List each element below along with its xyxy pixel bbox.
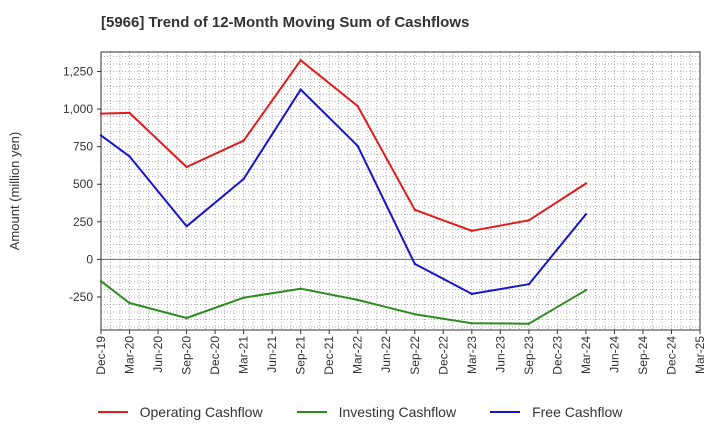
data-point-investing-cashflow bbox=[299, 287, 302, 290]
data-point-operating-cashflow bbox=[99, 112, 103, 115]
x-tick-labels: Dec-19 Mar-20 Jun-20 Sep-20 Dec-20 Mar-21 Jun-… bbox=[94, 330, 707, 375]
data-point-free-cashflow bbox=[128, 155, 131, 158]
x-tick-label: Jun-23 bbox=[493, 336, 507, 373]
x-tick-label: Dec-23 bbox=[550, 336, 564, 375]
series-layer bbox=[99, 59, 588, 325]
data-point-operating-cashflow bbox=[356, 104, 359, 108]
x-tick-label: Dec-19 bbox=[94, 336, 108, 375]
legend-label-free-cashflow: Free Cashflow bbox=[532, 404, 623, 420]
data-point-investing-cashflow bbox=[584, 288, 588, 292]
data-point-operating-cashflow bbox=[413, 208, 416, 211]
x-tick-label: Mar-23 bbox=[465, 336, 479, 374]
legend-label-investing-cashflow: Investing Cashflow bbox=[338, 404, 457, 420]
data-point-investing-cashflow bbox=[470, 322, 474, 325]
y-tick-labels: -250 0 250 500 750 1,000 1,250 bbox=[63, 65, 101, 304]
y-axis-title: Amount (million yen) bbox=[7, 132, 22, 251]
plot-border bbox=[100, 51, 701, 331]
legend-swatch-operating-cashflow bbox=[97, 411, 128, 413]
legend-swatch-investing-cashflow bbox=[296, 411, 327, 413]
x-tick-label: Mar-25 bbox=[693, 336, 707, 374]
data-point-free-cashflow bbox=[99, 134, 103, 137]
legend-item-operating-cashflow: Operating Cashflow bbox=[97, 404, 263, 420]
data-point-investing-cashflow bbox=[527, 322, 531, 325]
data-point-free-cashflow bbox=[356, 144, 359, 148]
y-tick-label: 500 bbox=[73, 177, 93, 191]
legend-label-operating-cashflow: Operating Cashflow bbox=[139, 404, 263, 420]
data-point-free-cashflow bbox=[470, 292, 474, 296]
x-tick-label: Mar-20 bbox=[123, 336, 137, 374]
data-point-operating-cashflow bbox=[527, 219, 531, 222]
legend-item-free-cashflow: Free Cashflow bbox=[490, 404, 622, 420]
data-point-free-cashflow bbox=[413, 262, 416, 266]
data-point-free-cashflow bbox=[242, 177, 245, 181]
x-tick-label: Sep-21 bbox=[294, 336, 308, 375]
data-point-operating-cashflow bbox=[242, 139, 245, 142]
x-tick-label: Jun-22 bbox=[379, 336, 393, 373]
x-tick-label: Dec-24 bbox=[664, 336, 678, 375]
x-tick-label: Sep-22 bbox=[408, 336, 422, 375]
x-tick-label: Dec-20 bbox=[208, 336, 222, 375]
data-point-investing-cashflow bbox=[99, 279, 103, 283]
data-point-investing-cashflow bbox=[242, 296, 245, 299]
y-tick-label: 0 bbox=[86, 252, 93, 266]
data-point-free-cashflow bbox=[584, 213, 588, 216]
data-point-operating-cashflow bbox=[584, 182, 588, 185]
x-tick-label: Sep-23 bbox=[522, 336, 536, 375]
data-point-investing-cashflow bbox=[128, 301, 131, 305]
data-point-operating-cashflow bbox=[299, 59, 302, 62]
series-line-operating-cashflow bbox=[100, 59, 587, 232]
plot-area bbox=[101, 52, 700, 330]
series-line-free-cashflow bbox=[100, 88, 587, 295]
data-point-investing-cashflow bbox=[356, 298, 359, 302]
x-tick-label: Jun-24 bbox=[607, 336, 621, 373]
y-tick-label: -250 bbox=[69, 290, 93, 304]
data-point-free-cashflow bbox=[299, 88, 302, 91]
data-point-free-cashflow bbox=[185, 225, 188, 228]
y-tick-label: 250 bbox=[73, 215, 93, 229]
data-point-free-cashflow bbox=[527, 282, 531, 286]
y-tick-label: 750 bbox=[73, 140, 93, 154]
data-point-operating-cashflow bbox=[128, 111, 131, 115]
x-tick-label: Sep-24 bbox=[636, 336, 650, 375]
x-tick-label: Sep-20 bbox=[180, 336, 194, 375]
legend-swatch-free-cashflow bbox=[490, 411, 521, 413]
x-tick-label: Mar-22 bbox=[351, 336, 365, 374]
data-point-investing-cashflow bbox=[185, 316, 188, 320]
x-tick-label: Mar-21 bbox=[237, 336, 251, 374]
x-tick-label: Jun-20 bbox=[151, 336, 165, 373]
x-tick-label: Mar-24 bbox=[579, 336, 593, 374]
chart-title: [5966] Trend of 12-Month Moving Sum of C… bbox=[101, 14, 470, 31]
legend-item-investing-cashflow: Investing Cashflow bbox=[296, 404, 457, 420]
data-point-operating-cashflow bbox=[185, 165, 188, 169]
series-line-investing-cashflow bbox=[100, 280, 587, 325]
horizontal-grid bbox=[101, 56, 700, 328]
y-tick-label: 1,000 bbox=[63, 102, 93, 116]
x-tick-label: Jun-21 bbox=[265, 336, 279, 373]
data-point-investing-cashflow bbox=[413, 313, 416, 316]
legend: Operating Cashflow Investing Cashflow Fr… bbox=[0, 404, 720, 420]
data-point-operating-cashflow bbox=[470, 229, 474, 233]
x-tick-label: Dec-22 bbox=[436, 336, 450, 375]
x-tick-label: Dec-21 bbox=[322, 336, 336, 375]
y-tick-label: 1,250 bbox=[63, 65, 93, 79]
